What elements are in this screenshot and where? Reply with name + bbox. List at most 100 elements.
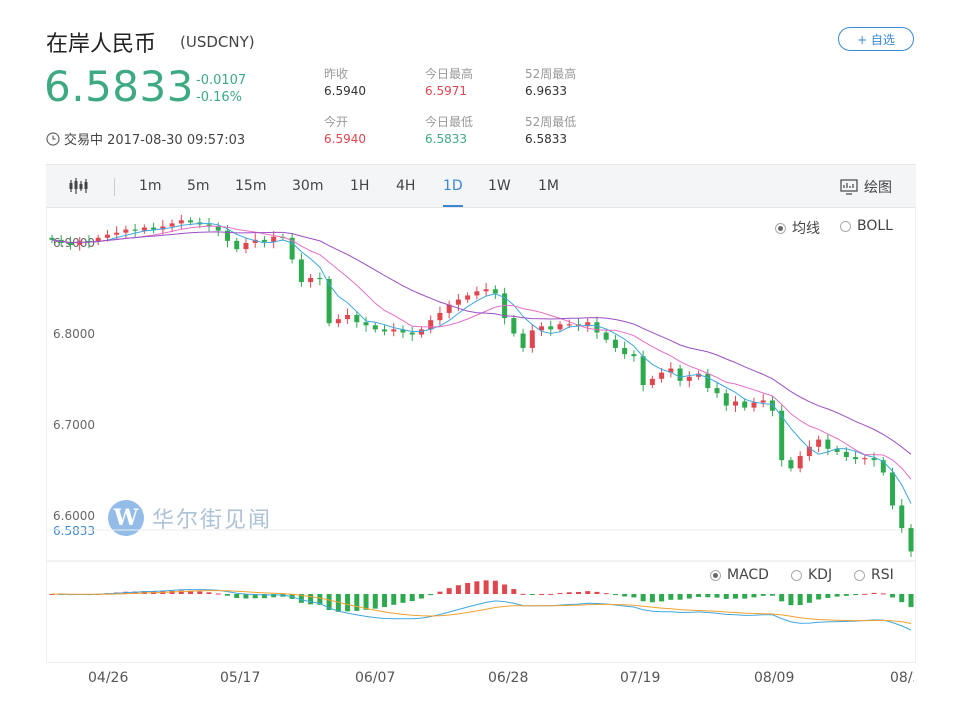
period-1w[interactable]: 1W: [488, 178, 511, 194]
candle-body: [261, 239, 267, 242]
candle-body: [871, 458, 877, 461]
indicator-rsi-radio[interactable]: RSI: [854, 567, 894, 583]
candle-body: [668, 368, 674, 373]
macd-histogram-bar: [908, 594, 914, 608]
candle-body: [178, 220, 184, 224]
candle-body: [437, 312, 443, 321]
macd-histogram-bar: [742, 594, 748, 599]
monitor-chart-icon: [840, 179, 858, 195]
macd-histogram-bar: [372, 594, 378, 609]
candle-body: [742, 401, 748, 408]
macd-histogram-bar: [806, 594, 812, 603]
x-tick-label: 04/26: [88, 670, 129, 686]
macd-histogram-bar: [890, 594, 896, 598]
overlay-boll-radio[interactable]: BOLL: [840, 218, 893, 234]
radio-dot: [854, 569, 865, 581]
macd-histogram-bar: [566, 592, 572, 594]
macd-histogram-bar: [723, 594, 729, 599]
period-1h[interactable]: 1H: [350, 178, 370, 194]
indicator-rsi-label: RSI: [871, 567, 894, 583]
candlestick-icon[interactable]: [68, 177, 88, 199]
macd-histogram-bar: [206, 592, 212, 594]
draw-tool-button[interactable]: 绘图: [840, 177, 892, 197]
candle-body: [622, 347, 628, 355]
x-tick-label: 06/07: [355, 670, 396, 686]
macd-histogram-bar: [539, 593, 545, 595]
candle-body: [603, 332, 609, 340]
macd-histogram-bar: [428, 594, 434, 596]
candle-body: [215, 226, 221, 231]
macd-histogram-bar: [834, 594, 840, 597]
macd-histogram-bar: [465, 582, 471, 594]
candle-body: [446, 304, 452, 313]
period-15m[interactable]: 15m: [235, 178, 267, 194]
macd-histogram-bar: [696, 594, 702, 597]
radio-dot: [791, 569, 802, 581]
candle-body: [492, 289, 498, 294]
stat-52w-high: 52周最高 6.9633: [525, 66, 576, 100]
candle-body: [733, 401, 739, 406]
candle-body: [326, 278, 332, 324]
candle-body: [631, 354, 637, 357]
macd-histogram-bar: [326, 594, 332, 611]
macd-histogram-bar: [548, 593, 554, 595]
candle-body: [714, 388, 720, 394]
macd-histogram-bar: [132, 591, 138, 594]
period-30m[interactable]: 30m: [292, 178, 324, 194]
candle-body: [899, 505, 905, 529]
candle-body: [511, 318, 517, 334]
candle-body: [317, 277, 323, 280]
indicator-kdj-radio[interactable]: KDJ: [791, 567, 832, 583]
stat-label: 52周最低: [525, 115, 577, 129]
period-1d[interactable]: 1D: [443, 178, 463, 194]
candle-body: [853, 457, 859, 460]
candle-body: [769, 400, 775, 411]
period-5m[interactable]: 5m: [187, 178, 210, 194]
y-tick-label: 6.8000: [53, 327, 95, 341]
candle-body: [151, 227, 157, 230]
candle-body: [308, 277, 314, 283]
period-4h[interactable]: 4H: [396, 178, 416, 194]
indicator-macd-radio[interactable]: MACD: [710, 567, 769, 583]
stat-label: 今日最低: [425, 115, 474, 129]
macd-histogram-bar: [215, 593, 221, 595]
x-tick-label: 08/09: [754, 670, 795, 686]
stat-value: 6.5833: [425, 132, 467, 146]
macd-histogram-bar: [409, 594, 415, 602]
candle-body: [224, 230, 230, 241]
chart-area[interactable]: [46, 208, 916, 663]
macd-histogram-bar: [178, 590, 184, 594]
macd-histogram-bar: [335, 594, 341, 612]
ma20-line: [51, 231, 912, 455]
candle-body: [391, 329, 397, 332]
radio-dot: [710, 569, 721, 581]
candle-body: [751, 402, 757, 408]
candle-body: [806, 446, 812, 457]
macd-histogram-bar: [308, 594, 314, 605]
macd-histogram-bar: [649, 594, 655, 603]
candle-body: [289, 237, 295, 260]
candle-body: [354, 315, 360, 323]
radio-dot: [840, 220, 851, 232]
period-1mo[interactable]: 1M: [538, 178, 559, 194]
macd-histogram-bar: [363, 594, 369, 610]
candle-body: [659, 372, 665, 379]
candle-body: [649, 378, 655, 385]
macd-histogram-bar: [612, 594, 618, 595]
candle-body: [760, 400, 766, 403]
stat-52w-low: 52周最低 6.5833: [525, 114, 576, 148]
macd-histogram-bar: [188, 590, 194, 594]
candle-body: [271, 236, 277, 242]
stat-open: 今开 6.5940: [324, 114, 366, 148]
candle-body: [234, 240, 240, 250]
overlay-ma-radio[interactable]: 均线: [775, 218, 820, 238]
candle-body: [566, 324, 572, 326]
candle-body: [243, 242, 249, 250]
add-to-watchlist-button[interactable]: + 自选: [838, 27, 914, 51]
macd-histogram-bar: [520, 593, 526, 595]
macd-histogram-bar: [760, 594, 766, 596]
candle-body: [188, 220, 194, 223]
period-1m[interactable]: 1m: [139, 178, 162, 194]
x-tick-label: 05/17: [220, 670, 261, 686]
